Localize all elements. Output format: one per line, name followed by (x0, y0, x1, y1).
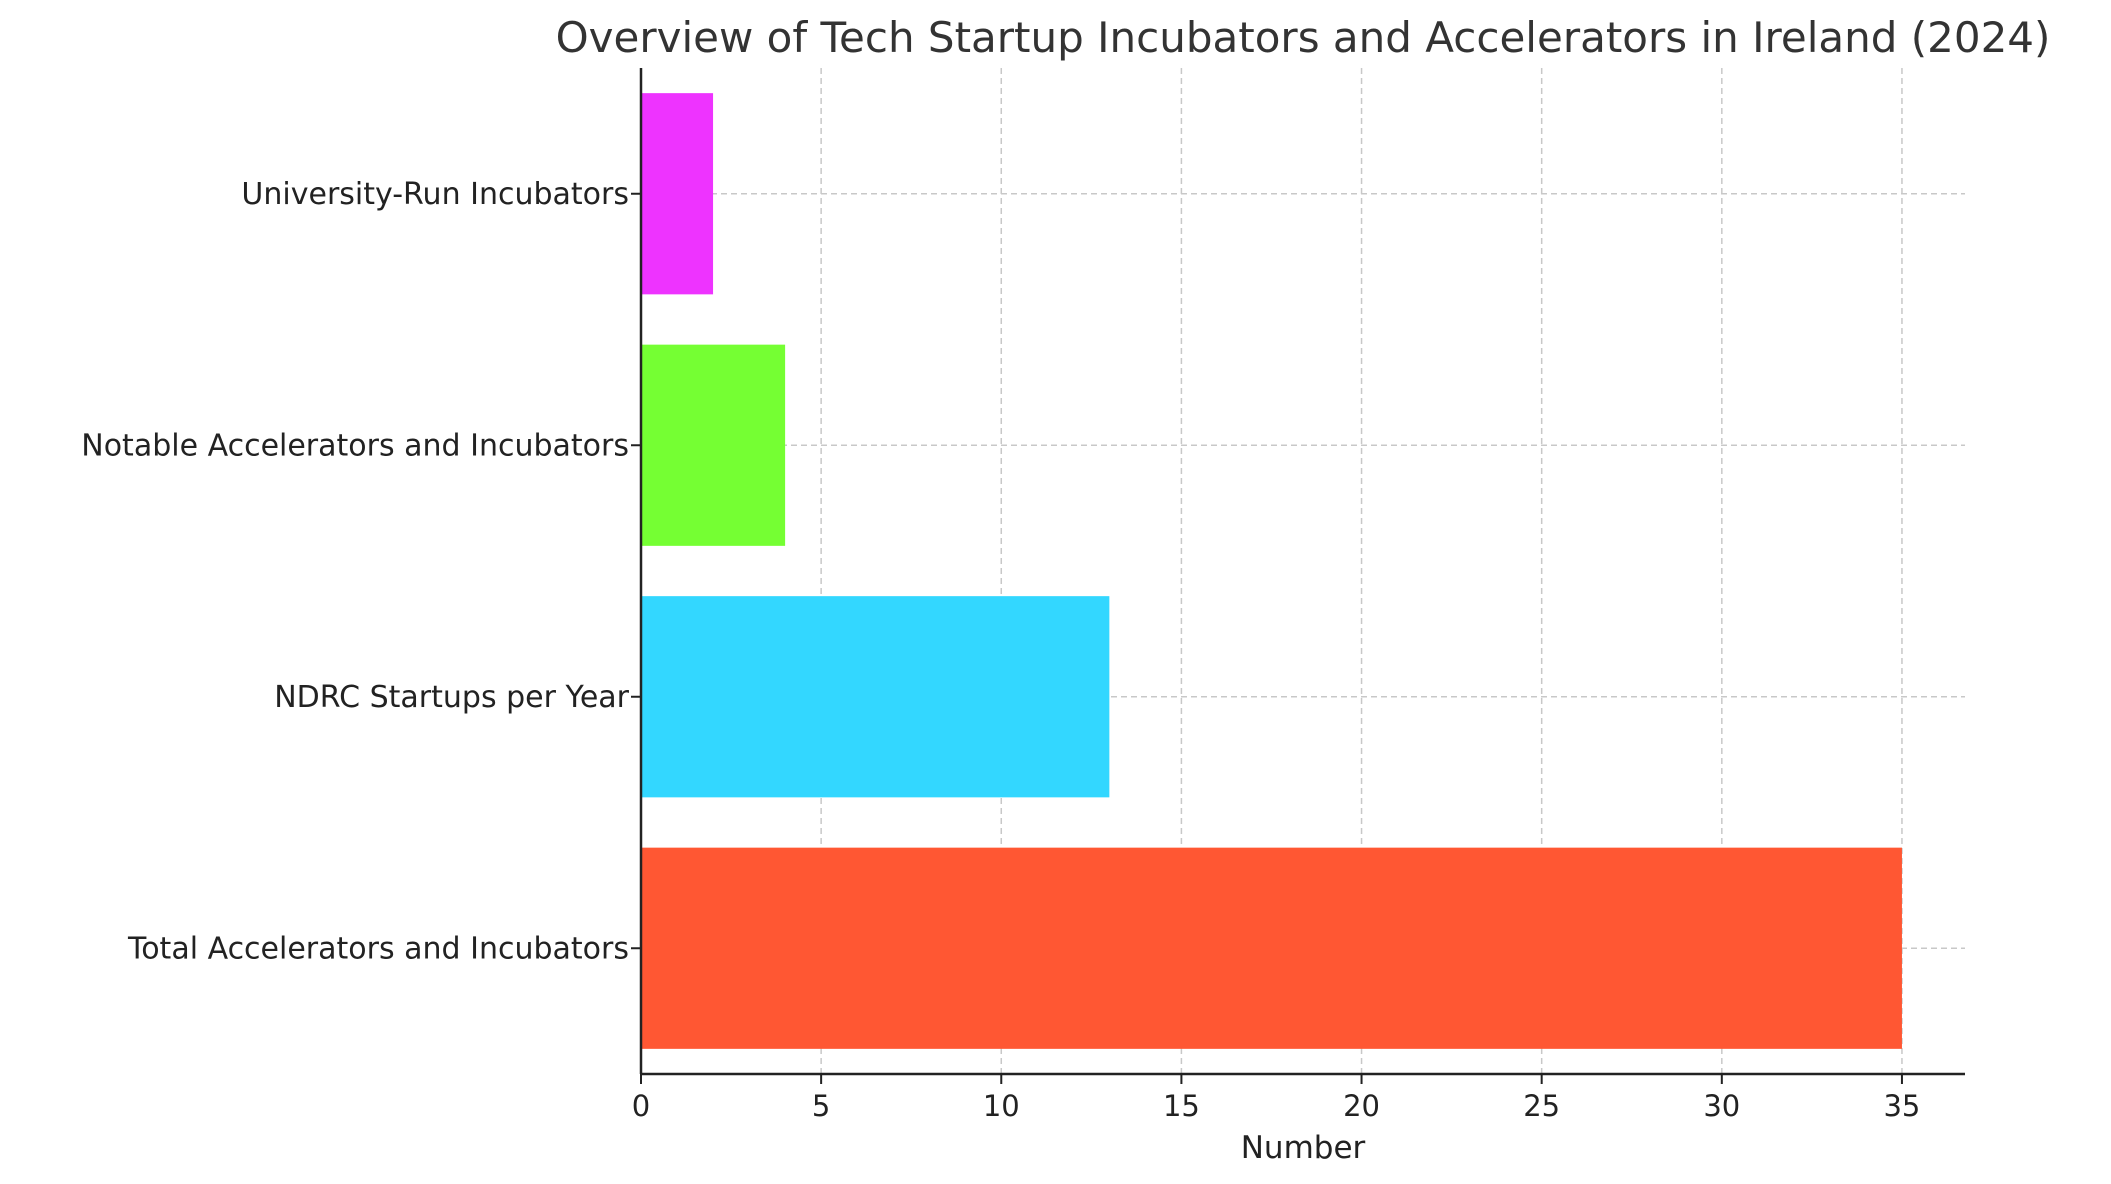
x-tick-label: 0 (632, 1089, 650, 1123)
grid-layer (640, 68, 1965, 1074)
x-axis-label: Number (1241, 1130, 1366, 1166)
bar (641, 344, 786, 546)
chart-title: Overview of Tech Startup Incubators and … (556, 13, 2051, 62)
y-tick-label: Notable Accelerators and Incubators (81, 428, 629, 463)
x-tick-label: 15 (1163, 1089, 1200, 1123)
x-tick-label: 5 (812, 1089, 830, 1123)
bar (641, 93, 714, 295)
x-tick-label: 35 (1883, 1089, 1920, 1123)
bar (641, 596, 1110, 798)
y-tick-label: NDRC Startups per Year (274, 680, 629, 715)
bar-layer (641, 93, 1902, 1049)
x-tick-label: 30 (1703, 1089, 1740, 1123)
y-tick-label: Total Accelerators and Incubators (127, 931, 629, 966)
x-tick-label: 10 (983, 1089, 1020, 1123)
y-tick-label: University-Run Incubators (241, 177, 629, 212)
bar (641, 847, 1902, 1049)
axis-layer: 0 5 10 15 20 25 30 35 Total Accelerators and Inc… (81, 68, 1965, 1123)
x-tick-label: 25 (1523, 1089, 1560, 1123)
x-tick-label: 20 (1343, 1089, 1380, 1123)
